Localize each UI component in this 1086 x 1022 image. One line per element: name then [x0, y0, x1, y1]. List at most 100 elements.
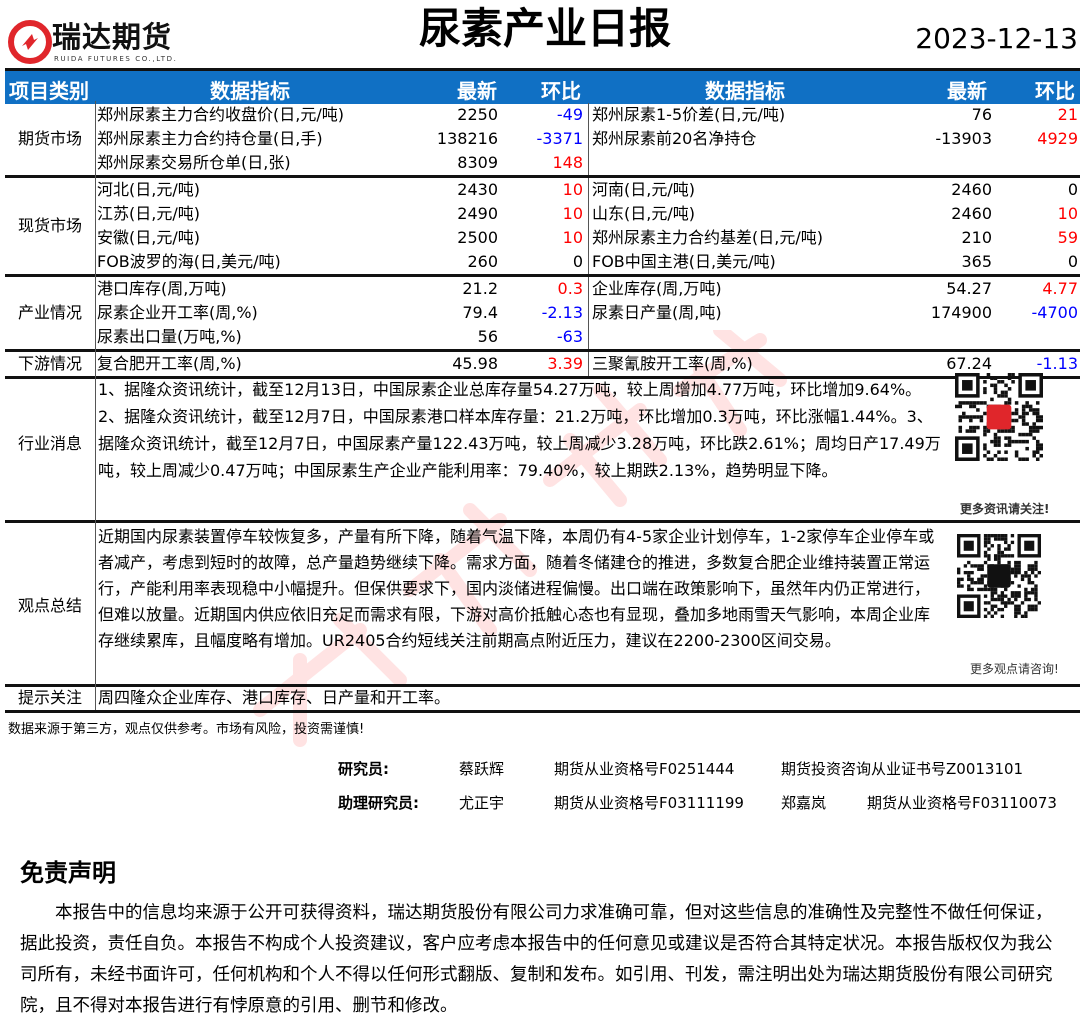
indicator-label: 尿素出口量(万吨,%) — [97, 327, 242, 346]
latest-value: 56 — [477, 327, 498, 346]
change-value: 0.3 — [557, 279, 583, 298]
change-value: 10 — [562, 228, 583, 247]
change-value: -63 — [556, 327, 583, 346]
indicator-label: 复合肥开工率(周,%) — [97, 354, 242, 373]
change-value: 21 — [1057, 105, 1078, 124]
indicator-label: 郑州尿素前20名净持仓 — [592, 129, 757, 148]
col-latest-right: 最新 — [947, 79, 987, 103]
assistant-name-1: 尤正宇 — [459, 794, 505, 812]
assistant-cert-2: 期货从业资格号F03110073 — [867, 794, 1057, 812]
divider — [588, 352, 589, 376]
indicator-label: 郑州尿素主力合约基差(日,元/吨) — [592, 228, 823, 247]
latest-value: 365 — [961, 252, 992, 271]
latest-value: 2430 — [457, 180, 498, 199]
indicator-label: 郑州尿素1-5价差(日,元/吨) — [592, 105, 786, 124]
latest-value: 21.2 — [462, 279, 498, 298]
indicator-label: 尿素企业开工率(周,%) — [97, 303, 258, 322]
qr-caption-opinion: 更多观点请咨询! — [970, 662, 1059, 676]
assistant-cert-1: 期货从业资格号F03111199 — [554, 794, 744, 812]
change-value: 10 — [562, 204, 583, 223]
divider — [588, 277, 589, 349]
opinion-category: 观点总结 — [17, 596, 82, 615]
indicator-label: 郑州尿素交易所仓单(日,张) — [97, 153, 291, 172]
tip-category: 提示关注 — [17, 688, 82, 707]
report-title: 尿素产业日报 — [418, 4, 671, 53]
change-value: -49 — [556, 105, 583, 124]
ruida-logo-icon — [8, 20, 52, 64]
logo-text: 瑞达期货 — [52, 20, 173, 54]
indicator-label: FOB中国主港(日,美元/吨) — [592, 252, 776, 271]
change-value: -4700 — [1031, 303, 1079, 322]
latest-value: 45.98 — [452, 354, 498, 373]
indicator-label: FOB波罗的海(日,美元/吨) — [97, 252, 281, 271]
latest-value: 260 — [467, 252, 498, 271]
indicator-label: 尿素日产量(周,吨) — [592, 303, 722, 322]
table-header: 项目类别 数据指标 最新 环比 数据指标 最新 环比 — [5, 68, 1080, 104]
change-value: -2.13 — [541, 303, 583, 322]
researcher-cert: 期货从业资格号F0251444 — [554, 760, 735, 778]
change-value: 4.77 — [1042, 279, 1078, 298]
indicator-label: 山东(日,元/吨) — [592, 204, 695, 223]
researcher-advisory-cert: 期货投资咨询从业证书号Z0013101 — [781, 760, 1024, 778]
indicator-label: 郑州尿素主力合约收盘价(日,元/吨) — [97, 105, 344, 124]
researcher-label: 研究员: — [338, 760, 389, 778]
tip-text: 周四隆众企业库存、港口库存、日产量和开工率。 — [98, 688, 451, 707]
indicator-label: 江苏(日,元/吨) — [97, 204, 200, 223]
researcher-name: 蔡跃辉 — [459, 760, 505, 778]
latest-value: 76 — [971, 105, 992, 124]
col-indicator: 数据指标 — [210, 79, 290, 103]
report-date: 2023-12-13 — [915, 22, 1078, 55]
change-value: -3371 — [536, 129, 584, 148]
wechat-qr-code-icon — [957, 534, 1041, 618]
qr-caption-news: 更多资讯请关注! — [960, 502, 1050, 516]
section-category: 产业情况 — [17, 303, 82, 322]
change-value: 148 — [552, 153, 583, 172]
indicator-label: 安徽(日,元/吨) — [97, 228, 200, 247]
col-indicator-right: 数据指标 — [705, 79, 785, 103]
disclaimer-text: 本报告中的信息均来源于公开可获得资料，瑞达期货股份有限公司力求准确可靠，但对这些… — [20, 903, 1053, 1016]
latest-value: 174900 — [930, 303, 992, 322]
latest-value: 138216 — [436, 129, 498, 148]
section-divider — [5, 349, 1080, 352]
latest-value: 54.27 — [946, 279, 992, 298]
change-value: 10 — [562, 180, 583, 199]
change-value: 10 — [1057, 204, 1078, 223]
divider — [588, 178, 589, 274]
section-category: 下游情况 — [17, 354, 82, 373]
col-category: 项目类别 — [9, 79, 89, 103]
change-value: -1.13 — [1036, 354, 1078, 373]
latest-value: 79.4 — [462, 303, 498, 322]
disclaimer-title: 免责声明 — [20, 859, 116, 887]
qr-code-icon — [955, 373, 1043, 461]
section-category: 现货市场 — [17, 216, 82, 235]
section-divider — [5, 376, 1080, 379]
opinion-text: 近期国内尿素装置停车较恢复多，产量有所下降，随着气温下降，本周仍有4-5家企业计… — [98, 527, 935, 650]
latest-value: 210 — [961, 228, 992, 247]
indicator-label: 企业库存(周,万吨) — [592, 279, 722, 298]
latest-value: 2500 — [457, 228, 498, 247]
logo-subtitle: RUIDA FUTURES CO.,LTD. — [54, 55, 178, 63]
indicator-label: 郑州尿素主力合约持仓量(日,手) — [97, 129, 323, 148]
col-change-right: 环比 — [1035, 79, 1075, 103]
section-divider — [5, 175, 1080, 178]
assistant-name-2: 郑嘉岚 — [781, 794, 827, 812]
change-value: 3.39 — [547, 354, 583, 373]
latest-value: 67.24 — [946, 354, 992, 373]
change-value: 0 — [1067, 252, 1078, 271]
change-value: 0 — [1067, 180, 1078, 199]
news-text: 1、据隆众资讯统计，截至12月13日，中国尿素企业总库存量54.27万吨，较上周… — [98, 380, 941, 480]
assistant-label: 助理研究员: — [338, 794, 419, 812]
indicator-label: 三聚氰胺开工率(周,%) — [592, 354, 753, 373]
latest-value: 2490 — [457, 204, 498, 223]
latest-value: -13903 — [935, 129, 992, 148]
latest-value: 2460 — [951, 204, 992, 223]
change-value: 59 — [1057, 228, 1078, 247]
latest-value: 2250 — [457, 105, 498, 124]
change-value: 4929 — [1037, 129, 1078, 148]
section-divider — [5, 274, 1080, 277]
footnote: 数据来源于第三方，观点仅供参考。市场有风险，投资需谨慎! — [8, 722, 365, 737]
latest-value: 8309 — [457, 153, 498, 172]
indicator-label: 港口库存(周,万吨) — [97, 279, 227, 298]
indicator-label: 河北(日,元/吨) — [97, 180, 200, 199]
indicator-label: 河南(日,元/吨) — [592, 180, 695, 199]
